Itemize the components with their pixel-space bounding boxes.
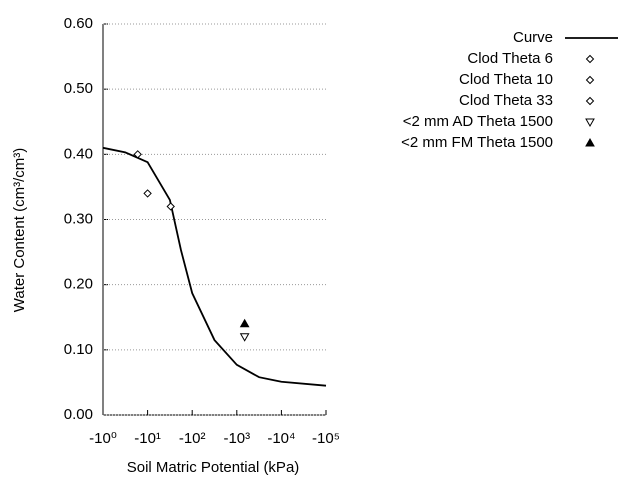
legend-swatch bbox=[585, 54, 595, 64]
marker bbox=[143, 189, 152, 198]
curve bbox=[102, 146, 327, 387]
x-tick-label: -10² bbox=[179, 430, 206, 447]
y-tick-label: 0.60 bbox=[64, 15, 93, 32]
legend-swatch bbox=[585, 137, 595, 147]
x-tick-label: -10³ bbox=[223, 430, 250, 447]
y-axis-label: Water Content (cm³/cm³) bbox=[11, 148, 28, 312]
legend-label: Clod Theta 10 bbox=[459, 71, 553, 88]
x-tick-label: -10¹ bbox=[134, 430, 161, 447]
marker bbox=[166, 202, 175, 211]
marker bbox=[133, 150, 142, 159]
y-tick-label: 0.40 bbox=[64, 145, 93, 162]
x-axis-label: Soil Matric Potential (kPa) bbox=[127, 459, 300, 476]
x-tick-label: -10⁴ bbox=[267, 430, 295, 447]
y-tick-label: 0.30 bbox=[64, 210, 93, 227]
legend-swatch bbox=[585, 75, 595, 85]
y-tick-label: 0.50 bbox=[64, 80, 93, 97]
x-tick-label: -10⁰ bbox=[89, 430, 117, 447]
legend-label: <2 mm FM Theta 1500 bbox=[401, 134, 553, 151]
marker bbox=[239, 333, 250, 342]
y-tick-label: 0.10 bbox=[64, 341, 93, 358]
x-tick-label: -10⁵ bbox=[312, 430, 340, 447]
legend-swatch bbox=[585, 96, 595, 106]
legend-swatch bbox=[585, 118, 595, 128]
y-tick-label: 0.00 bbox=[64, 406, 93, 423]
legend-label: Clod Theta 6 bbox=[467, 50, 553, 67]
y-tick-label: 0.20 bbox=[64, 276, 93, 293]
marker bbox=[239, 318, 250, 328]
legend-label: Curve bbox=[513, 29, 553, 46]
legend-label: Clod Theta 33 bbox=[459, 92, 553, 109]
legend-label: <2 mm AD Theta 1500 bbox=[403, 113, 553, 130]
